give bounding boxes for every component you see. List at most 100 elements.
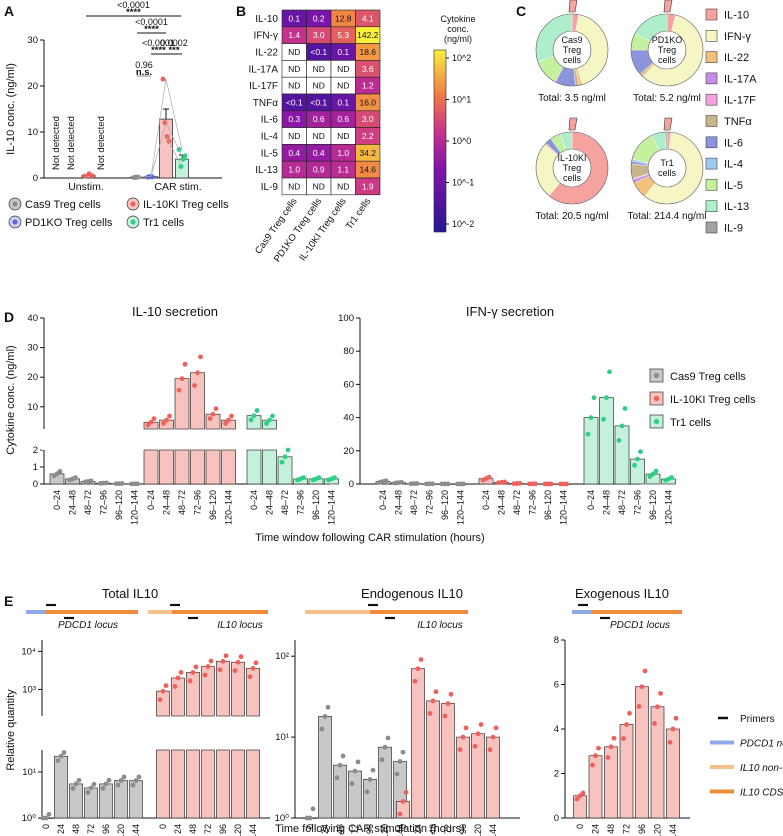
legend-swatch bbox=[710, 740, 734, 745]
x-tick-label: 120 bbox=[116, 824, 126, 836]
heatmap-value: 12.8 bbox=[335, 13, 352, 23]
data-point bbox=[588, 415, 594, 420]
y-tick-label: 10⁰ bbox=[22, 813, 37, 824]
data-point bbox=[103, 781, 109, 787]
panel-e-charts: Total IL10 PDCD1 locus IL10 locus 10⁰ 10¹ 10³… bbox=[5, 586, 783, 836]
donut-label-line: cells bbox=[563, 173, 582, 183]
legend-label: Cas9 Treg cells bbox=[670, 371, 746, 383]
data-point bbox=[135, 481, 140, 487]
data-point bbox=[115, 782, 121, 788]
heatmap-value: ND bbox=[313, 131, 325, 141]
data-point bbox=[334, 775, 340, 781]
data-point bbox=[182, 361, 188, 367]
data-point bbox=[397, 811, 403, 817]
data-point bbox=[670, 726, 676, 732]
data-point bbox=[163, 683, 169, 689]
x-tick-label: 48 bbox=[428, 824, 438, 834]
not-detected-label: Not detected bbox=[66, 116, 77, 170]
p-value: 0.0002 bbox=[160, 38, 188, 48]
data-point bbox=[238, 654, 244, 660]
bar bbox=[348, 770, 362, 819]
colorbar-title-line: (ng/ml) bbox=[444, 34, 472, 44]
bar-lower bbox=[216, 749, 230, 819]
data-point bbox=[445, 481, 451, 487]
legend-label: IL-22 bbox=[724, 52, 749, 64]
heatmap-value: 1.9 bbox=[362, 181, 374, 191]
heatmap-value: 4.1 bbox=[362, 13, 374, 23]
x-tick-label: 144 bbox=[131, 824, 141, 836]
data-point bbox=[46, 811, 52, 817]
heatmap-row-label: IL-6 bbox=[261, 115, 279, 126]
legend-label: Primers bbox=[740, 714, 774, 725]
bar bbox=[190, 372, 205, 430]
data-point bbox=[478, 722, 484, 727]
legend-swatch bbox=[705, 29, 718, 42]
y-tick-label: 8 bbox=[554, 635, 559, 646]
data-point bbox=[73, 475, 78, 481]
x-tick-label: 96 bbox=[458, 824, 468, 834]
x-tick-label: 24 bbox=[413, 824, 423, 834]
donut-hole bbox=[552, 148, 592, 188]
heatmap-value: ND bbox=[337, 81, 349, 91]
data-point bbox=[533, 481, 538, 487]
bar bbox=[171, 677, 185, 717]
x-tick-label: 96–120 bbox=[208, 490, 218, 520]
heatmap-row-label: IL-17A bbox=[249, 64, 279, 75]
data-point bbox=[636, 704, 642, 709]
legend-swatch bbox=[705, 8, 718, 21]
donut-total: Total: 214.4 ng/ml bbox=[628, 211, 707, 222]
data-point bbox=[207, 416, 213, 422]
y-tick-label: 10³ bbox=[22, 684, 36, 695]
donut-label-line: Cas9 bbox=[561, 35, 582, 45]
data-point bbox=[43, 815, 49, 821]
data-point bbox=[89, 173, 95, 179]
y-tick-label: 10¹ bbox=[22, 767, 36, 778]
colorbar-tick-label: 10^-2 bbox=[452, 219, 474, 229]
legend-label: PD1KO Treg cells bbox=[25, 217, 113, 229]
locus-segment bbox=[26, 610, 46, 614]
donut-label: Cas9 Treg cells bbox=[561, 35, 582, 65]
data-point bbox=[175, 675, 181, 681]
heatmap-value: 34.2 bbox=[359, 148, 376, 158]
data-point bbox=[310, 806, 316, 812]
heatmap-value: ND bbox=[313, 81, 325, 91]
heatmap-value: 3.0 bbox=[362, 114, 374, 124]
heatmap-value: 1.2 bbox=[362, 81, 374, 91]
heatmap-row-label: IL-17F bbox=[249, 81, 278, 92]
locus-label: IL10 locus bbox=[417, 620, 463, 631]
legend-label: IL-17A bbox=[724, 73, 757, 85]
data-point bbox=[445, 701, 451, 706]
colorbar bbox=[433, 49, 447, 233]
data-point bbox=[226, 417, 231, 423]
data-point bbox=[91, 781, 97, 787]
heatmap-value: 0.1 bbox=[288, 13, 300, 23]
data-point bbox=[198, 354, 203, 360]
y-tick-label: 0 bbox=[554, 813, 559, 824]
donut-hole bbox=[552, 30, 592, 70]
donut-outline bbox=[535, 131, 609, 205]
legend-swatch bbox=[705, 200, 718, 212]
legend-swatch bbox=[705, 157, 718, 170]
not-detected-label: Not detected bbox=[96, 116, 107, 170]
legend-dot bbox=[653, 395, 660, 402]
heatmap-value: ND bbox=[337, 64, 349, 74]
heatmap-value: 0.6 bbox=[313, 114, 325, 124]
y-tick-label: 60 bbox=[343, 379, 354, 390]
data-point bbox=[460, 734, 466, 740]
data-point bbox=[179, 376, 185, 382]
x-tick-label: 48–72 bbox=[177, 490, 187, 515]
donut-label-line: Treg bbox=[563, 163, 581, 173]
bar-lower bbox=[221, 449, 236, 485]
x-tick-label: 72 bbox=[622, 824, 632, 834]
x-tick-label: 48–72 bbox=[83, 490, 93, 515]
legend-label: TNFα bbox=[724, 116, 752, 128]
legend-label: IL-10KI Treg cells bbox=[670, 394, 756, 406]
donut-label: PD1KO Treg cells bbox=[652, 35, 683, 65]
legend-label: Cas9 Treg cells bbox=[25, 199, 101, 211]
x-tick-label: 24 bbox=[320, 824, 330, 834]
locus-label: PDCD1 locus bbox=[610, 620, 670, 631]
data-point bbox=[442, 713, 448, 719]
p-value: <0.0001 bbox=[117, 0, 150, 10]
donut-label-line: Treg bbox=[658, 45, 676, 55]
data-point bbox=[635, 456, 640, 462]
